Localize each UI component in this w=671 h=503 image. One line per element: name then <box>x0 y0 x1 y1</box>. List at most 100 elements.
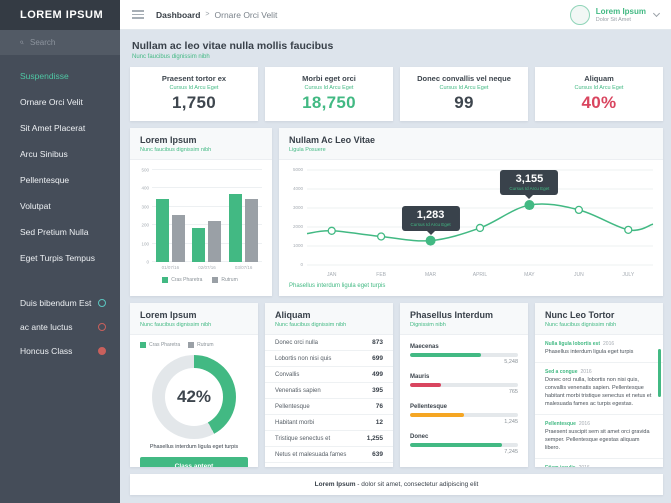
legend-label: Rutrum <box>221 277 238 283</box>
y-axis-label: 4000 <box>292 186 303 191</box>
scrollbar-thumb[interactable] <box>658 349 661 397</box>
donut-panel: Lorem Ipsum Nunc faucibus dignissim nibh… <box>130 303 258 467</box>
bar[interactable] <box>155 199 169 262</box>
feed-item[interactable]: Nulla ligula lobortis est 2016 Phasellus i… <box>535 335 663 363</box>
bar-group <box>229 170 259 262</box>
sidebar-item[interactable]: Arcu Sinibus <box>20 149 68 159</box>
stat-card-value: 18,750 <box>302 93 356 112</box>
legend-item: Rutrum <box>188 342 214 348</box>
sidebar-item[interactable]: Eget Turpis Tempus <box>20 253 95 263</box>
table-row-label: Pellentesque <box>275 403 310 410</box>
user-menu[interactable]: Lorem Ipsum Dolor Sit Amet <box>569 4 661 25</box>
panel-head: Phasellus Interdum Dignissim nibh <box>400 303 528 335</box>
table-row-label: Convallis <box>275 371 300 378</box>
sidebar-item[interactable]: Volutpat <box>20 201 51 211</box>
breadcrumb: Dashboard > Ornare Orci Velit <box>156 10 277 20</box>
legend-item: Cras Pharetra <box>140 342 180 348</box>
footer-text: - dolor sit amet, consectetur adipiscing… <box>355 481 479 488</box>
status-label: Duis bibendum Est <box>20 298 92 308</box>
table-row[interactable]: Venenatis sapien 395 <box>265 383 393 399</box>
legend-swatch <box>212 277 219 283</box>
status-dot <box>98 347 106 355</box>
sidebar-status-item[interactable]: Honcus Class <box>0 339 120 363</box>
feed-item[interactable]: Etiam iaculis2016Curabitur faucibus ligu… <box>535 459 663 467</box>
progress-label: Mauris <box>410 374 430 380</box>
feed-item-body: Donec orci nulla, lobortis non nisi quis… <box>545 376 652 407</box>
table-row-value: 76 <box>375 403 383 410</box>
y-axis-label: 200 <box>141 222 149 228</box>
line-chart-title: Nullam Ac Leo Vitae <box>289 135 376 145</box>
status-label: ac ante luctus <box>20 322 73 332</box>
table-row[interactable]: Pellentesque 76 <box>265 399 393 415</box>
sidebar-status-item[interactable]: Duis bibendum Est <box>0 291 120 315</box>
hamburger-menu-icon[interactable] <box>132 10 144 19</box>
sidebar-status-list: Duis bibendum Est ac ante luctus Honcus Cl… <box>0 291 120 363</box>
feed-item-body: Phasellus interdum ligula eget turpis <box>545 349 634 355</box>
breadcrumb-root[interactable]: Dashboard <box>156 9 201 20</box>
table-row[interactable]: Donec orci nulla 873 <box>265 335 393 351</box>
legend-label: Rutrum <box>197 342 214 348</box>
sidebar-item[interactable]: Pellentesque <box>20 175 70 185</box>
y-axis-label: 300 <box>141 204 149 210</box>
search-input[interactable] <box>30 38 100 47</box>
stat-card[interactable]: Praesent tortor ex Cursus Id Arcu Eget 1,7… <box>130 67 258 121</box>
line-chart-subtitle: Ligula Posuere <box>289 147 326 153</box>
class-aptent-button[interactable]: Class aptent <box>140 457 248 467</box>
table-row[interactable]: Netus et malesuada fames 639 <box>265 447 393 463</box>
data-point[interactable] <box>327 226 336 235</box>
table-row[interactable]: Ac turpis egestas18 <box>265 463 393 467</box>
progress-panel: Phasellus Interdum Dignissim nibh Maecen… <box>400 303 528 467</box>
bar-chart-body: 0 100 200 300 400 500 01/07/16 02/07/16 03/07/1… <box>130 160 272 283</box>
donut-chart: 42% <box>152 355 236 439</box>
bar[interactable] <box>229 193 243 262</box>
donut-legend: Cras Pharetra Rutrum <box>130 335 258 348</box>
bar[interactable] <box>208 220 222 262</box>
table-row-label: Tristique senectus et <box>275 435 331 442</box>
stat-card-value: 99 <box>454 93 474 112</box>
legend-swatch <box>162 277 169 283</box>
legend-swatch <box>188 342 195 348</box>
table-row[interactable]: Tristique senectus et 1,255 <box>265 431 393 447</box>
feed-item[interactable]: Pellentesque 2016 Praesent suscipit sem si… <box>535 415 663 459</box>
feed-item-year: 2016 <box>603 341 615 347</box>
bar[interactable] <box>192 227 206 262</box>
data-point[interactable] <box>624 225 633 234</box>
sidebar-item[interactable]: Suspendisse <box>20 71 69 81</box>
table-row[interactable]: Lobortis non nisi quis 699 <box>265 351 393 367</box>
data-point[interactable] <box>475 223 485 233</box>
feed-item-head: Pellentesque 2016 <box>545 421 653 427</box>
user-name: Lorem Ipsum <box>595 6 646 16</box>
feed-item-title: Nulla ligula lobortis est <box>545 341 601 347</box>
table-row[interactable]: Convallis 499 <box>265 367 393 383</box>
bar[interactable] <box>171 215 185 262</box>
sidebar-item[interactable]: Ornare Orci Velit <box>20 97 83 107</box>
sidebar-search[interactable] <box>0 30 120 55</box>
feed-item-year: 2016 <box>578 420 590 427</box>
line-series <box>306 203 654 242</box>
sidebar-status-item[interactable]: ac ante luctus <box>0 315 120 339</box>
progress-label: Donec <box>410 434 429 440</box>
stat-card[interactable]: Donec convallis vel neque Cursus Id Arcu … <box>400 67 528 121</box>
breadcrumb-separator: > <box>205 11 210 18</box>
table-row-label: Habitant morbi <box>275 419 315 426</box>
table-row[interactable]: Habitant morbi 12 <box>265 415 393 431</box>
table-row-value: 1,255 <box>366 435 383 442</box>
gridline <box>152 224 262 226</box>
y-axis-label: 3000 <box>292 205 303 210</box>
bar-chart-legend: Cras Pharetra Rutrum <box>136 277 264 283</box>
stat-card-subtitle: Cursus Id Arcu Eget <box>169 85 219 91</box>
bar[interactable] <box>245 198 259 262</box>
gridline <box>152 187 262 189</box>
bar-chart-title: Lorem Ipsum <box>140 135 197 145</box>
sidebar-item[interactable]: Sed Pretium Nulla <box>20 227 89 237</box>
line-chart-footer-link[interactable]: Phasellus interdum ligula eget turpis <box>289 283 386 289</box>
data-point[interactable] <box>376 232 386 241</box>
sidebar-item[interactable]: Sit Amet Placerat <box>20 123 86 133</box>
progress-label: Pellentesque <box>410 404 448 410</box>
sidebar-nav: Suspendisse Ornare Orci Velit Sit Amet Pla… <box>0 55 120 271</box>
stat-card[interactable]: Aliquam Cursus Id Arcu Eget 40% <box>535 67 663 121</box>
stat-card[interactable]: Morbi eget orci Cursus Id Arcu Eget 18,750 <box>265 67 393 121</box>
data-point[interactable] <box>574 205 584 215</box>
feed-item[interactable]: Sed a congue 2016 Donec orci nulla, lobort… <box>535 363 663 415</box>
